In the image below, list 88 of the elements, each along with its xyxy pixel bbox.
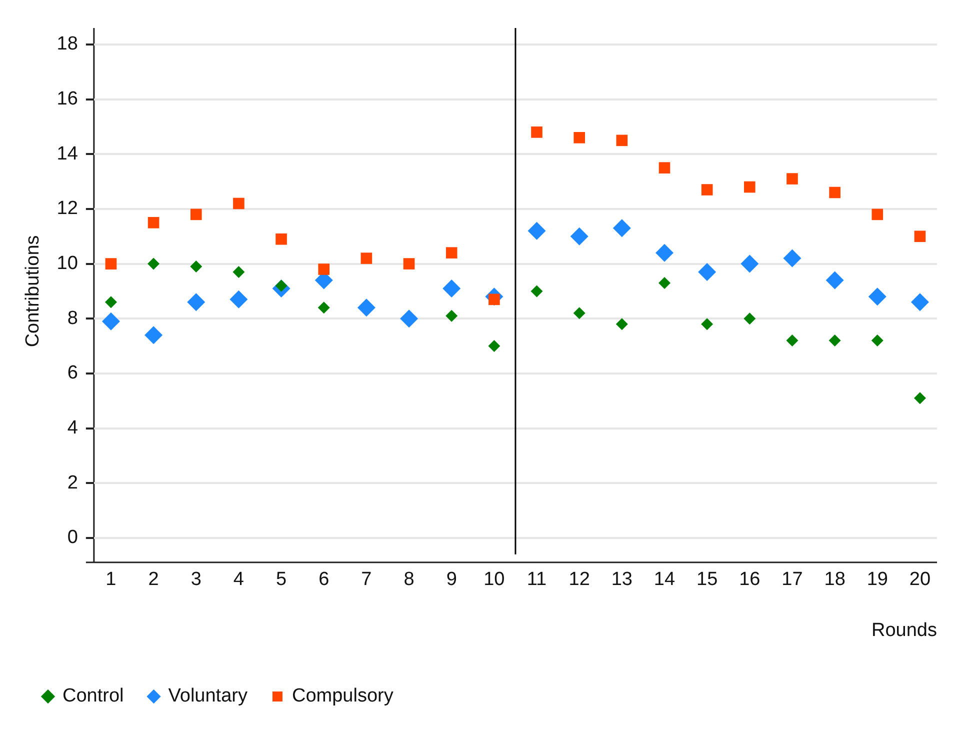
y-tick-label: 6 xyxy=(67,362,78,384)
x-tick-label: 4 xyxy=(233,569,244,590)
point xyxy=(403,258,415,270)
point xyxy=(232,266,245,278)
point xyxy=(701,318,714,330)
point xyxy=(574,132,585,144)
x-tick-label: 10 xyxy=(484,569,505,590)
x-tick-label: 15 xyxy=(696,569,718,590)
x-tick-label: 1 xyxy=(106,569,116,590)
point xyxy=(786,334,798,347)
y-tick-label: 16 xyxy=(56,88,78,110)
point xyxy=(871,334,884,347)
legend-label: Control xyxy=(62,686,124,707)
point xyxy=(446,247,458,258)
point xyxy=(829,186,840,198)
point xyxy=(828,334,841,347)
y-axis-title: Contributions xyxy=(22,235,44,348)
point xyxy=(442,279,461,298)
point xyxy=(658,276,670,289)
point xyxy=(616,134,628,146)
point xyxy=(190,260,202,273)
point xyxy=(914,392,926,404)
point xyxy=(233,198,244,210)
point xyxy=(655,244,674,262)
legend-label: Compulsory xyxy=(292,686,394,707)
point xyxy=(276,233,287,245)
point xyxy=(318,302,330,314)
point xyxy=(872,208,884,220)
point xyxy=(570,227,588,246)
y-tick-label: 14 xyxy=(56,143,78,164)
y-tick-label: 10 xyxy=(56,253,78,274)
x-tick-label: 3 xyxy=(190,569,202,590)
y-tick-label: 2 xyxy=(67,472,78,494)
point xyxy=(826,271,844,290)
point xyxy=(698,263,716,282)
point xyxy=(104,296,117,308)
y-tick-label: 8 xyxy=(67,308,78,329)
point xyxy=(744,181,756,193)
point xyxy=(148,217,160,228)
y-tick-label: 12 xyxy=(56,198,78,220)
point xyxy=(616,318,628,330)
x-tick-label: 19 xyxy=(866,569,888,590)
x-tick-label: 12 xyxy=(568,569,590,590)
x-tick-label: 5 xyxy=(276,569,287,590)
x-tick-label: 9 xyxy=(446,569,457,590)
point xyxy=(230,290,248,308)
point xyxy=(786,173,798,184)
x-tick-label: 16 xyxy=(739,569,760,590)
point xyxy=(531,126,542,138)
x-tick-label: 18 xyxy=(824,569,846,590)
y-tick-label: 4 xyxy=(67,418,78,439)
x-tick-label: 7 xyxy=(361,569,372,590)
point xyxy=(488,340,500,352)
point xyxy=(190,208,202,220)
point xyxy=(446,310,458,322)
x-tick-label: 17 xyxy=(782,569,803,590)
x-tick-label: 20 xyxy=(909,569,931,590)
point xyxy=(400,310,418,328)
x-tick-label: 6 xyxy=(318,569,330,590)
x-tick-label: 2 xyxy=(148,569,159,590)
point xyxy=(144,326,163,344)
point xyxy=(783,249,802,268)
x-tick-label: 8 xyxy=(404,569,414,590)
legend-label: Voluntary xyxy=(168,686,248,707)
point xyxy=(528,222,546,240)
point xyxy=(530,285,543,298)
x-axis-title: Rounds xyxy=(872,620,937,641)
point xyxy=(701,184,713,196)
point xyxy=(148,258,160,270)
point xyxy=(612,219,631,238)
x-tick-label: 14 xyxy=(654,569,676,590)
point xyxy=(658,162,670,174)
point xyxy=(573,307,586,320)
point xyxy=(744,312,756,325)
point xyxy=(102,312,120,330)
x-tick-label: 13 xyxy=(611,569,632,590)
point xyxy=(360,252,372,264)
y-tick-label: 18 xyxy=(56,34,78,55)
point xyxy=(187,293,206,312)
x-tick-label: 11 xyxy=(526,569,547,590)
point xyxy=(318,264,330,275)
point xyxy=(740,254,759,273)
point xyxy=(105,258,117,270)
point xyxy=(910,293,929,312)
y-tick-label: 0 xyxy=(67,527,78,548)
point xyxy=(868,288,886,306)
point xyxy=(914,230,926,242)
point xyxy=(357,298,376,317)
